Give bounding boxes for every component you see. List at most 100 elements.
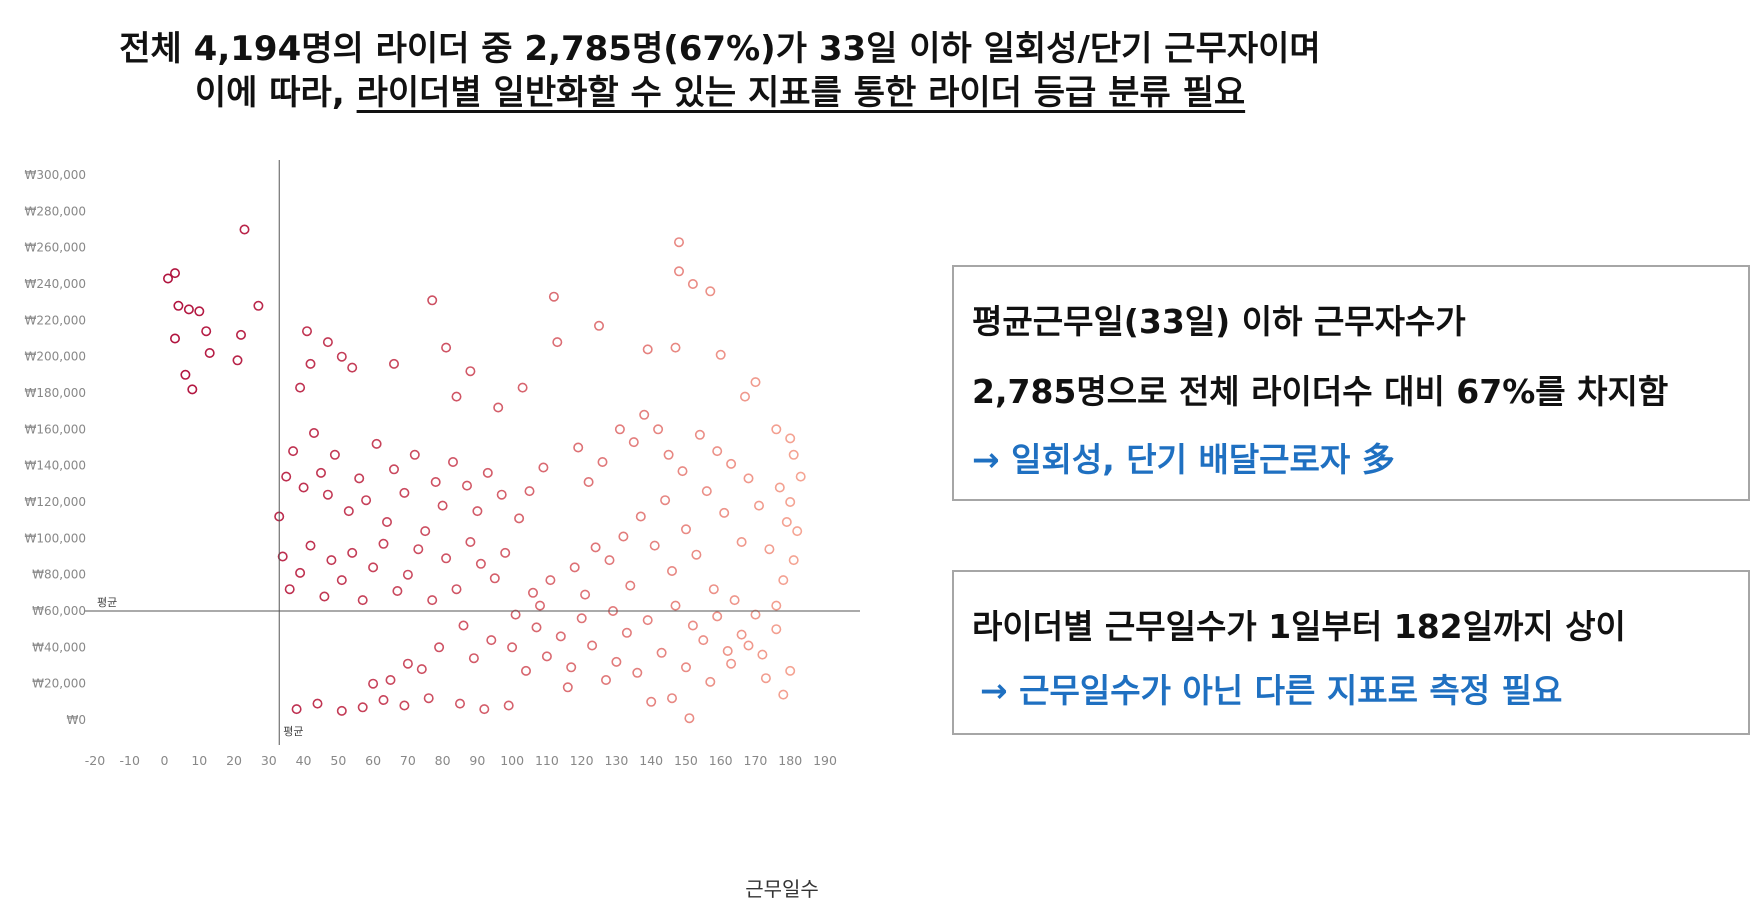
data-point — [456, 699, 464, 707]
headline-line-1: 전체 4,194명의 라이더 중 2,785명(67%)가 33일 이하 일회성… — [0, 28, 1440, 70]
x-tick-label: 80 — [435, 753, 451, 768]
data-point — [758, 650, 766, 658]
x-tick-label: 150 — [674, 753, 698, 768]
data-point — [511, 610, 519, 618]
summary-box-short-term: 평균근무일(33일) 이하 근무자수가 2,785명으로 전체 라이더수 대비 … — [952, 265, 1750, 501]
data-point — [644, 345, 652, 353]
data-point — [289, 447, 297, 455]
data-point — [706, 287, 714, 295]
data-point — [452, 585, 460, 593]
data-point — [452, 392, 460, 400]
data-point — [296, 569, 304, 577]
data-point — [741, 392, 749, 400]
scatter-points — [164, 225, 805, 722]
data-point — [393, 587, 401, 595]
data-point — [425, 694, 433, 702]
data-point — [463, 481, 471, 489]
data-point — [438, 501, 446, 509]
y-tick-label: ₩300,000 — [25, 168, 87, 182]
data-point — [525, 487, 533, 495]
x-tick-label: 130 — [604, 753, 628, 768]
data-point — [737, 630, 745, 638]
y-tick-label: ₩260,000 — [25, 241, 87, 255]
data-point — [571, 563, 579, 571]
data-point — [671, 343, 679, 351]
x-tick-label: 70 — [400, 753, 416, 768]
data-point — [338, 353, 346, 361]
data-point — [616, 425, 624, 433]
data-point — [411, 451, 419, 459]
data-point — [591, 543, 599, 551]
data-point — [442, 343, 450, 351]
data-point — [428, 296, 436, 304]
data-point — [793, 527, 801, 535]
y-tick-label: ₩20,000 — [32, 677, 86, 691]
data-point — [786, 498, 794, 506]
data-point — [671, 601, 679, 609]
y-tick-label: ₩220,000 — [25, 313, 87, 327]
y-tick-label: ₩80,000 — [32, 568, 86, 582]
data-point — [390, 465, 398, 473]
data-point — [484, 469, 492, 477]
data-point — [345, 507, 353, 515]
data-point — [529, 589, 537, 597]
y-tick-label: ₩180,000 — [25, 386, 87, 400]
data-point — [418, 665, 426, 673]
data-point — [647, 698, 655, 706]
data-point — [435, 643, 443, 651]
data-point — [324, 338, 332, 346]
data-point — [383, 518, 391, 526]
data-point — [338, 707, 346, 715]
data-point — [518, 383, 526, 391]
data-point — [359, 596, 367, 604]
data-point — [331, 451, 339, 459]
data-point — [685, 714, 693, 722]
data-point — [602, 676, 610, 684]
data-point — [515, 514, 523, 522]
data-point — [633, 669, 641, 677]
data-point — [466, 367, 474, 375]
data-point — [487, 636, 495, 644]
data-point — [466, 538, 474, 546]
data-point — [338, 576, 346, 584]
data-point — [477, 560, 485, 568]
data-point — [578, 614, 586, 622]
data-point — [567, 663, 575, 671]
data-point — [442, 554, 450, 562]
data-point — [640, 411, 648, 419]
data-point — [626, 581, 634, 589]
data-point — [195, 307, 203, 315]
x-tick-label: 110 — [535, 753, 559, 768]
x-tick-label: 90 — [469, 753, 485, 768]
data-point — [654, 425, 662, 433]
data-point — [202, 327, 210, 335]
box2-line-2: → 근무일수가 아닌 다른 지표로 측정 필요 — [980, 664, 1562, 712]
data-point — [598, 458, 606, 466]
data-point — [292, 705, 300, 713]
data-point — [491, 574, 499, 582]
data-point — [181, 371, 189, 379]
y-tick-label: ₩200,000 — [25, 350, 87, 364]
data-point — [713, 612, 721, 620]
data-point — [564, 683, 572, 691]
data-point — [362, 496, 370, 504]
data-point — [501, 549, 509, 557]
data-point — [772, 601, 780, 609]
data-point — [254, 302, 262, 310]
data-point — [550, 293, 558, 301]
data-point — [282, 472, 290, 480]
headline-line-2: 이에 따라, 라이더별 일반화할 수 있는 지표를 통한 라이더 등급 분류 필… — [0, 72, 1440, 114]
data-point — [737, 538, 745, 546]
data-point — [355, 474, 363, 482]
x-tick-label: 0 — [161, 753, 169, 768]
x-tick-label: 140 — [639, 753, 663, 768]
data-point — [404, 571, 412, 579]
data-point — [359, 703, 367, 711]
data-point — [369, 563, 377, 571]
x-tick-label: 160 — [709, 753, 733, 768]
box1-line-1: 평균근무일(33일) 이하 근무자수가 — [972, 295, 1466, 343]
y-tick-label: ₩140,000 — [25, 459, 87, 473]
data-point — [588, 641, 596, 649]
data-point — [678, 467, 686, 475]
data-point — [657, 649, 665, 657]
